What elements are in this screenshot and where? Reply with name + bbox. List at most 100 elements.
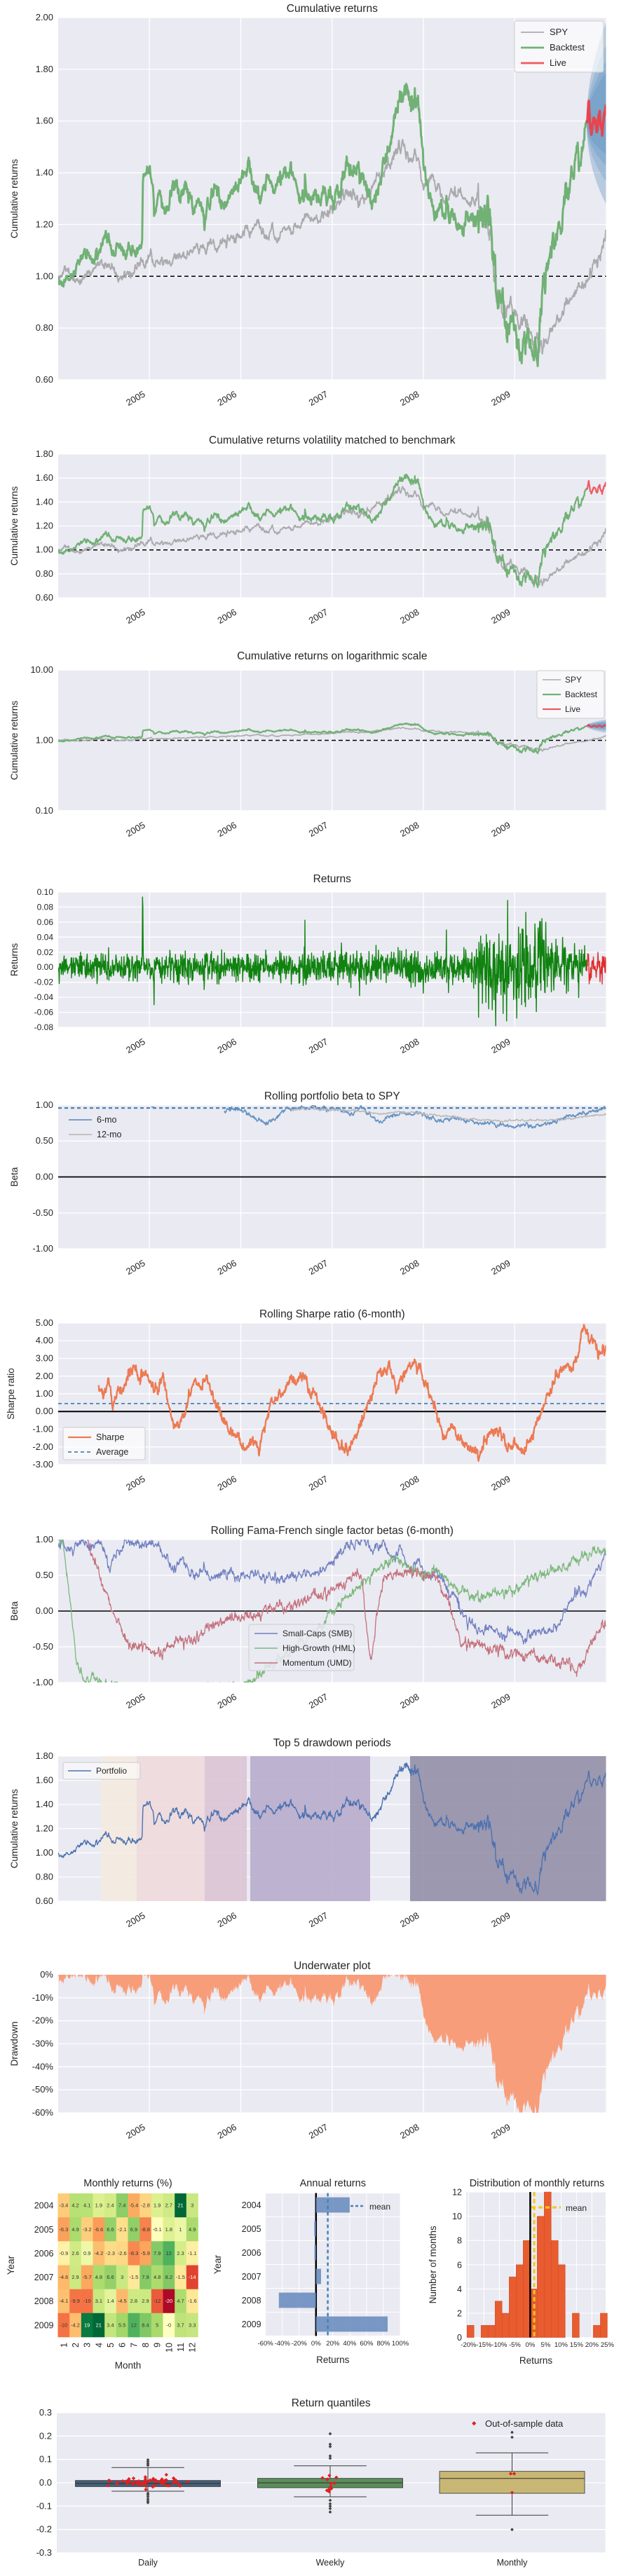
svg-text:4: 4 <box>457 2284 462 2294</box>
svg-text:3: 3 <box>121 2274 123 2280</box>
svg-text:Cumulative returns: Cumulative returns <box>9 486 20 566</box>
svg-text:Number of months: Number of months <box>428 2226 438 2303</box>
svg-text:6: 6 <box>457 2260 462 2270</box>
svg-text:0.2: 0.2 <box>39 2430 52 2441</box>
svg-text:-10: -10 <box>60 2322 67 2328</box>
svg-text:12: 12 <box>131 2322 137 2328</box>
svg-text:Rolling portfolio beta to SPY: Rolling portfolio beta to SPY <box>264 1090 400 1102</box>
svg-text:Month: Month <box>115 2360 142 2371</box>
svg-text:-1.1: -1.1 <box>188 2250 197 2256</box>
svg-text:Live: Live <box>565 704 580 714</box>
svg-text:Cumulative returns volatility: Cumulative returns volatility matched to… <box>209 434 456 446</box>
svg-text:12-mo: 12-mo <box>97 1130 121 1139</box>
svg-text:8.2: 8.2 <box>165 2274 172 2280</box>
svg-text:-4.6: -4.6 <box>59 2274 68 2280</box>
svg-text:-2.00: -2.00 <box>32 1441 53 1452</box>
svg-text:2.00: 2.00 <box>36 12 53 22</box>
svg-text:1.00: 1.00 <box>36 1847 53 1858</box>
svg-text:1.00: 1.00 <box>36 1099 53 1110</box>
svg-text:1.00: 1.00 <box>36 735 53 746</box>
svg-text:Beta: Beta <box>9 1601 20 1621</box>
svg-text:8: 8 <box>141 2343 151 2348</box>
svg-text:-50%: -50% <box>32 2084 54 2095</box>
svg-text:-0: -0 <box>166 2322 171 2328</box>
svg-text:Annual returns: Annual returns <box>300 2178 366 2189</box>
svg-text:-0.2: -0.2 <box>36 2524 52 2535</box>
svg-text:40%: 40% <box>343 2340 357 2348</box>
svg-text:-12: -12 <box>154 2298 161 2304</box>
svg-text:-1.00: -1.00 <box>32 1677 53 1687</box>
svg-text:-2.8: -2.8 <box>141 2202 150 2209</box>
svg-text:-20%: -20% <box>32 2015 54 2026</box>
svg-text:5: 5 <box>106 2343 116 2348</box>
svg-text:2008: 2008 <box>34 2296 54 2306</box>
svg-text:2004: 2004 <box>34 2201 54 2211</box>
svg-text:-40%: -40% <box>32 2061 54 2071</box>
svg-text:2: 2 <box>457 2309 462 2319</box>
svg-text:6: 6 <box>118 2343 128 2348</box>
svg-text:Sharpe: Sharpe <box>96 1432 124 1442</box>
svg-text:100%: 100% <box>392 2340 409 2348</box>
svg-text:6-mo: 6-mo <box>97 1115 117 1125</box>
svg-text:2.7: 2.7 <box>165 2202 172 2209</box>
svg-text:-0.08: -0.08 <box>34 1022 54 1032</box>
svg-text:Momentum (UMD): Momentum (UMD) <box>282 1658 352 1668</box>
svg-text:5.5: 5.5 <box>118 2322 125 2328</box>
svg-text:1.00: 1.00 <box>36 270 53 281</box>
svg-text:SPY: SPY <box>550 27 568 37</box>
svg-text:Monthly: Monthly <box>497 2558 529 2568</box>
svg-text:-14: -14 <box>189 2274 196 2280</box>
svg-text:High-Growth (HML): High-Growth (HML) <box>282 1643 355 1653</box>
svg-text:2004: 2004 <box>242 2200 261 2210</box>
svg-text:-2.3: -2.3 <box>106 2250 115 2256</box>
svg-text:2.00: 2.00 <box>36 1371 53 1381</box>
svg-text:25%: 25% <box>601 2341 615 2349</box>
svg-text:-20: -20 <box>165 2298 172 2304</box>
svg-text:7: 7 <box>129 2343 139 2348</box>
svg-text:1.80: 1.80 <box>36 64 53 74</box>
svg-text:-0.50: -0.50 <box>32 1207 53 1218</box>
svg-text:1.00: 1.00 <box>36 1534 53 1544</box>
svg-text:0.00: 0.00 <box>36 1406 53 1416</box>
svg-text:2.8: 2.8 <box>130 2298 137 2304</box>
svg-text:9: 9 <box>153 2343 163 2348</box>
svg-text:-0.3: -0.3 <box>36 2547 52 2558</box>
svg-text:5: 5 <box>156 2322 158 2328</box>
svg-text:1.60: 1.60 <box>36 1775 53 1786</box>
svg-text:2.9: 2.9 <box>72 2274 79 2280</box>
svg-text:2.9: 2.9 <box>142 2298 149 2304</box>
svg-text:Top 5 drawdown periods: Top 5 drawdown periods <box>273 1737 391 1749</box>
svg-text:0.10: 0.10 <box>37 887 54 897</box>
svg-text:7.9: 7.9 <box>154 2250 161 2256</box>
svg-text:2006: 2006 <box>34 2249 54 2259</box>
svg-text:0: 0 <box>457 2333 462 2343</box>
svg-text:1.40: 1.40 <box>36 167 53 178</box>
svg-text:-3.4: -3.4 <box>59 2202 68 2209</box>
svg-text:6.9: 6.9 <box>130 2226 137 2233</box>
svg-text:0%: 0% <box>40 1969 53 1980</box>
svg-text:SPY: SPY <box>565 675 582 685</box>
svg-text:0.08: 0.08 <box>37 902 54 912</box>
svg-text:6.6: 6.6 <box>107 2226 114 2233</box>
svg-text:12: 12 <box>166 2250 172 2256</box>
svg-text:Portfolio: Portfolio <box>96 1766 127 1776</box>
svg-text:-1.00: -1.00 <box>32 1424 53 1434</box>
svg-text:Returns: Returns <box>313 873 352 885</box>
svg-text:-0.1: -0.1 <box>36 2500 52 2511</box>
svg-text:1.00: 1.00 <box>36 544 53 555</box>
svg-text:-4.1: -4.1 <box>59 2298 68 2304</box>
svg-text:-1.6: -1.6 <box>188 2298 197 2304</box>
svg-text:4.7: 4.7 <box>177 2298 184 2304</box>
svg-text:-0.02: -0.02 <box>34 978 54 987</box>
svg-text:-5.4: -5.4 <box>129 2202 138 2209</box>
svg-text:mean: mean <box>369 2202 390 2212</box>
svg-text:2007: 2007 <box>34 2273 54 2282</box>
svg-text:3: 3 <box>191 2202 193 2209</box>
svg-text:5.00: 5.00 <box>36 1317 53 1328</box>
svg-text:4.00: 4.00 <box>36 1335 53 1345</box>
svg-text:3.1: 3.1 <box>95 2298 102 2304</box>
svg-text:0.00: 0.00 <box>36 1605 53 1616</box>
svg-text:-3.2: -3.2 <box>83 2226 92 2233</box>
svg-text:1.20: 1.20 <box>36 1823 53 1834</box>
svg-text:-10%: -10% <box>32 1992 54 2003</box>
